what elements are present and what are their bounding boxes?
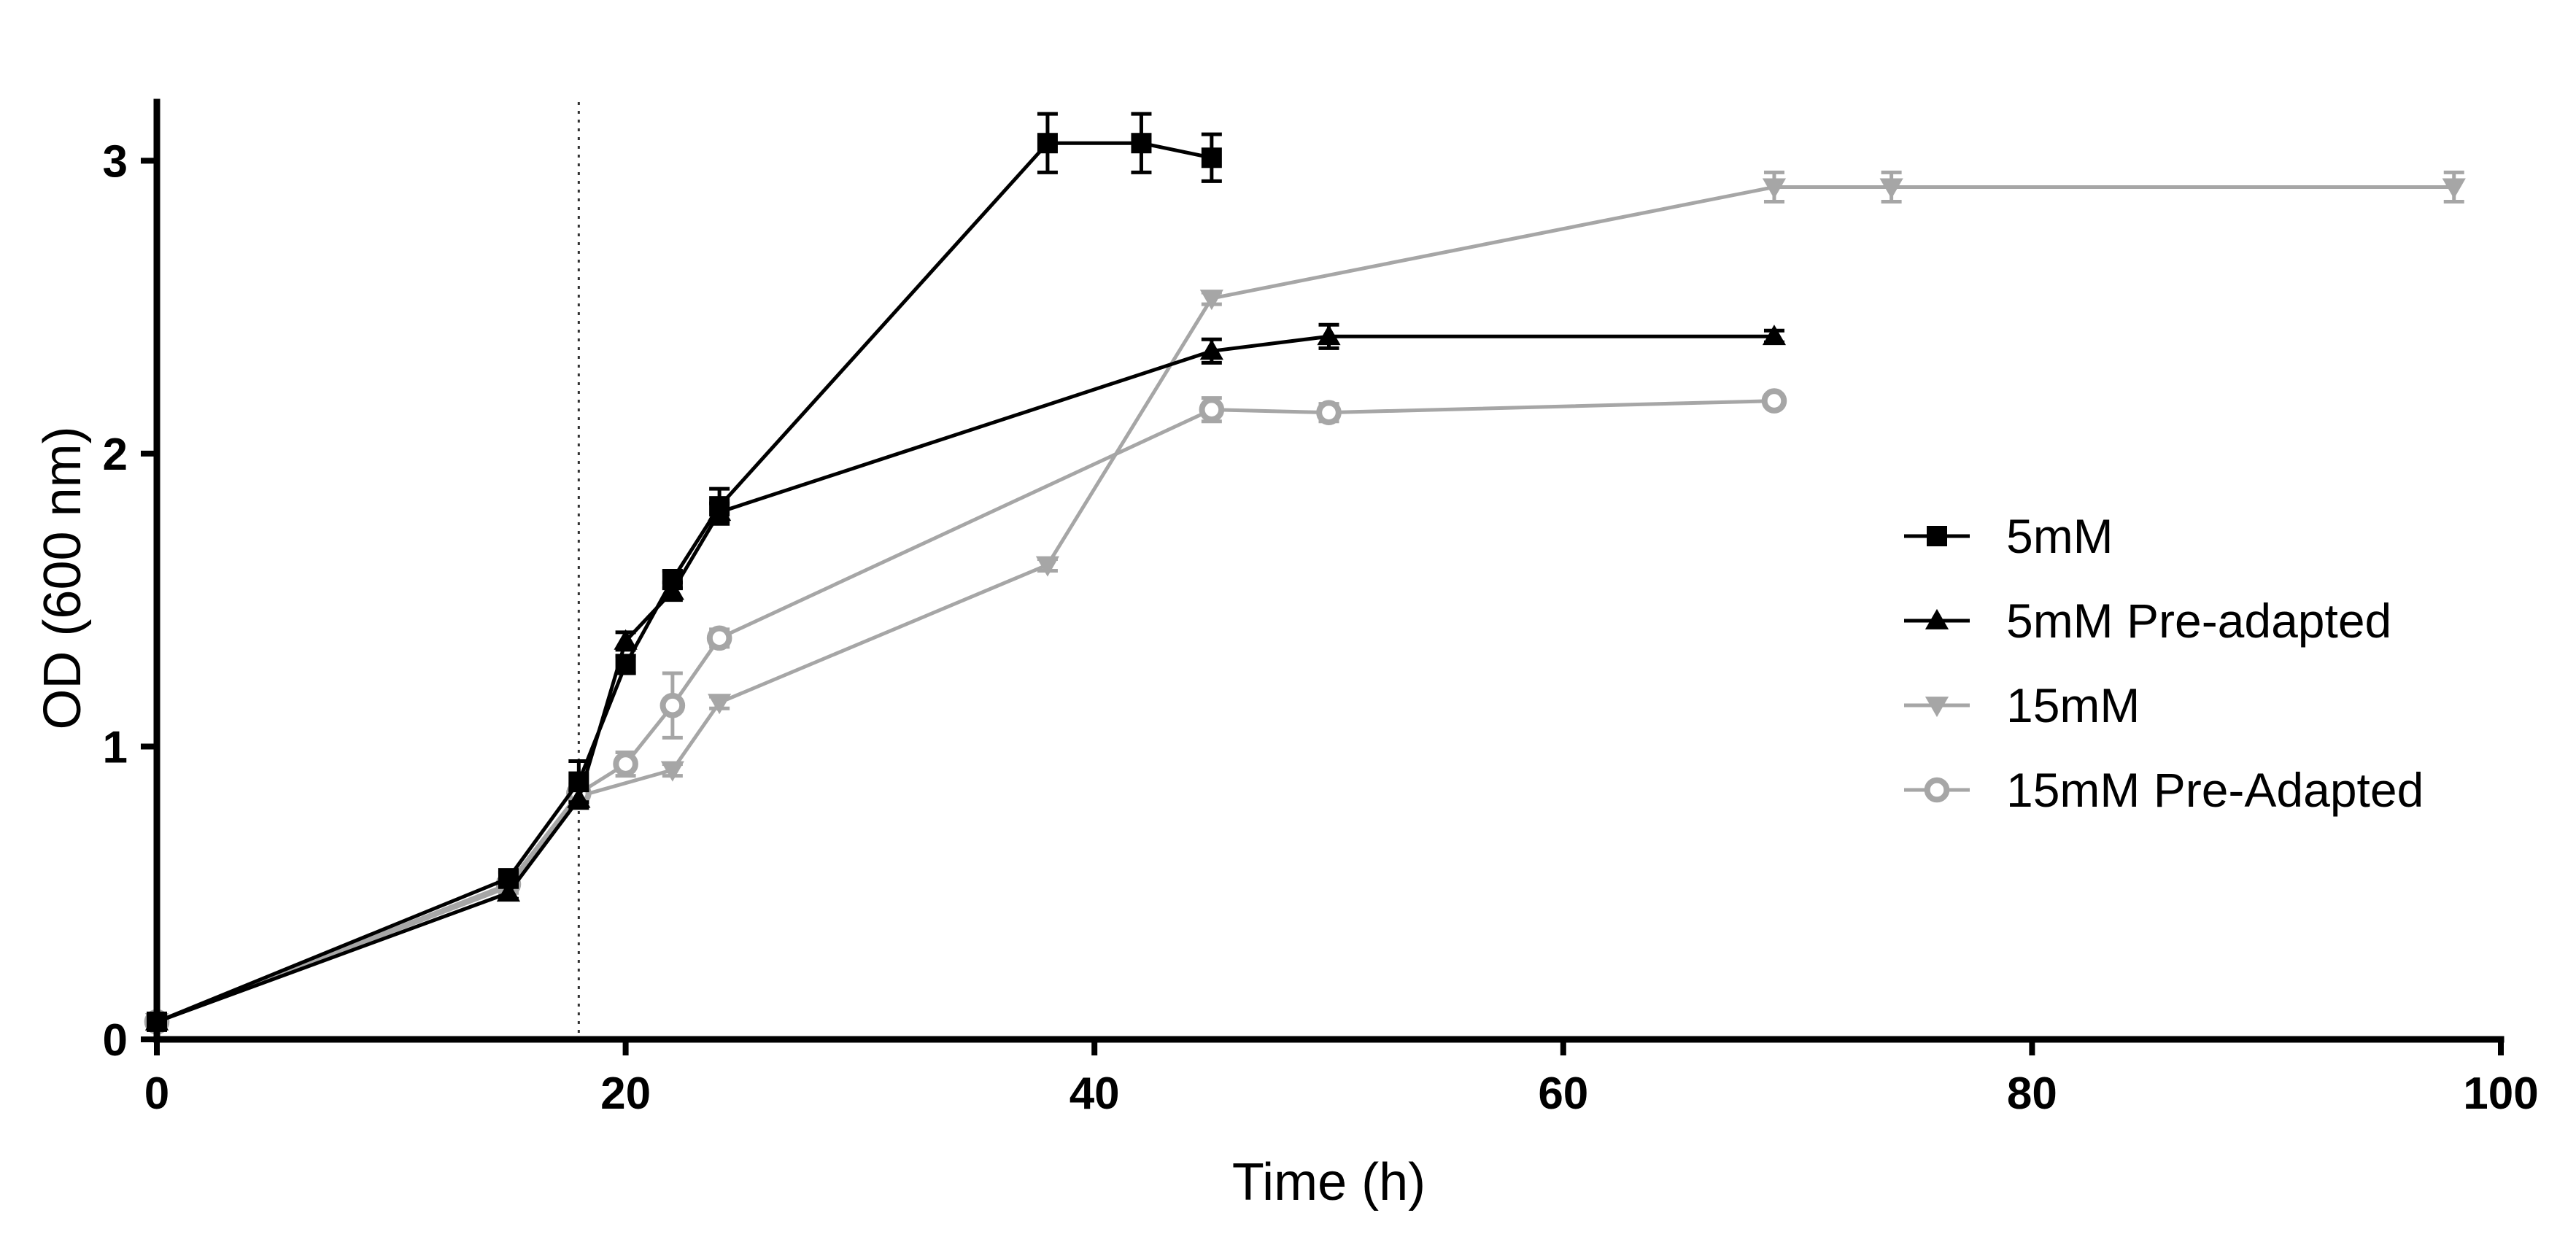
series-2 — [144, 322, 1787, 1031]
data-point — [1035, 556, 1060, 577]
legend-label: 5mM Pre-adapted — [2006, 594, 2391, 648]
legend-marker — [1927, 526, 1947, 546]
data-point — [1762, 178, 1787, 199]
x-tick-label: 60 — [1538, 1069, 1588, 1119]
legend-item-4: 15mM Pre-Adapted — [1904, 763, 2424, 817]
data-point — [613, 751, 638, 777]
series-layer — [144, 112, 2466, 1035]
data-point — [1131, 133, 1152, 154]
legend-marker — [1925, 608, 1949, 629]
x-tick-label: 0 — [144, 1069, 169, 1119]
y-tick-label: 2 — [103, 430, 128, 480]
data-point — [706, 625, 732, 651]
x-tick-label: 40 — [1070, 1069, 1120, 1119]
legend-label: 15mM Pre-Adapted — [2006, 763, 2424, 817]
y-tick-label: 0 — [103, 1015, 128, 1066]
legend-label: 5mM — [2006, 509, 2113, 563]
data-point — [1317, 325, 1341, 346]
data-point — [2442, 178, 2466, 199]
legend-item-2: 5mM Pre-adapted — [1904, 594, 2391, 648]
data-point — [1199, 290, 1223, 311]
data-point — [708, 694, 732, 715]
axes: 0 20 40 60 80 100 0 1 2 3 — [103, 98, 2539, 1119]
data-point — [1199, 397, 1225, 422]
data-point — [1037, 133, 1058, 154]
legend-marker — [1924, 777, 1950, 803]
data-point — [1201, 147, 1222, 168]
legend: 5mM 5mM Pre-adapted 15mM 15mM Pre-Adapted — [1904, 509, 2424, 817]
data-point — [614, 629, 638, 650]
x-axis-title: Time (h) — [1232, 1153, 1426, 1212]
x-tick-label: 80 — [2007, 1069, 2057, 1119]
legend-item-3: 15mM — [1904, 678, 2140, 732]
data-point — [1761, 388, 1787, 414]
y-tick-label: 3 — [103, 136, 128, 187]
data-point — [660, 579, 684, 600]
legend-label: 15mM — [2006, 678, 2140, 732]
data-point — [660, 692, 686, 718]
legend-item-1: 5mM — [1904, 509, 2113, 563]
data-point — [1316, 400, 1342, 425]
data-point — [496, 881, 521, 902]
legend-marker — [1925, 697, 1949, 718]
x-tick-label: 100 — [2463, 1069, 2538, 1119]
x-tick-label: 20 — [600, 1069, 651, 1119]
data-point — [1199, 339, 1223, 360]
data-point — [1879, 178, 1903, 199]
data-point — [660, 761, 684, 782]
data-point — [708, 500, 732, 522]
y-axis-title: OD (600 nm) — [34, 426, 92, 729]
data-point — [1762, 325, 1787, 346]
data-point — [567, 787, 591, 808]
y-tick-label: 1 — [103, 722, 128, 772]
